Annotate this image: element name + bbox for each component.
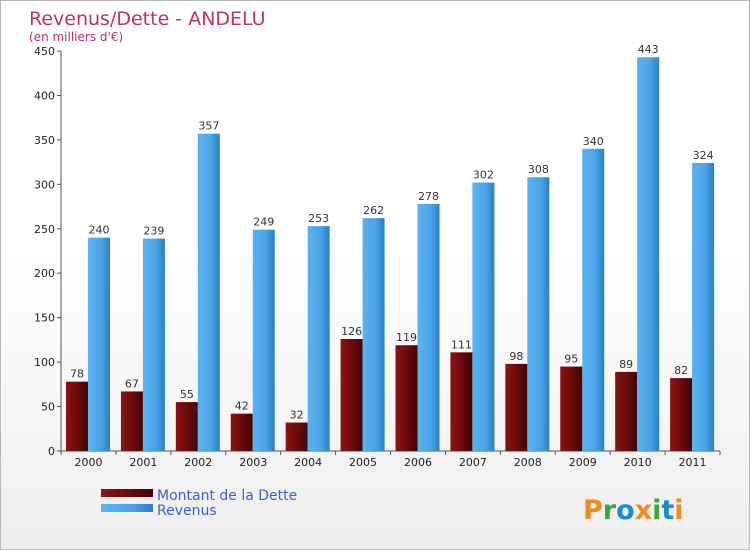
bar-debt xyxy=(230,413,253,451)
value-label-revenue: 443 xyxy=(638,43,659,56)
bar-revenue xyxy=(417,203,440,451)
bar-debt xyxy=(450,352,473,451)
bar-debt xyxy=(560,366,583,451)
bar-debt xyxy=(285,422,308,451)
bar-revenue xyxy=(142,238,165,451)
bar-revenue xyxy=(252,229,275,451)
value-label-debt: 98 xyxy=(509,350,523,363)
legend-swatch-revenue xyxy=(101,504,153,512)
x-tick-label: 2001 xyxy=(129,456,157,469)
bar-revenue xyxy=(88,237,110,451)
chart-subtitle: (en milliers d'€) xyxy=(29,30,123,44)
value-label-revenue: 253 xyxy=(308,212,329,225)
y-tick-label: 400 xyxy=(34,89,55,102)
value-label-debt: 119 xyxy=(396,331,417,344)
bar-revenue xyxy=(692,163,715,451)
y-axis: 0 50 100 150 200 250 300 350 400 450 xyxy=(34,45,62,458)
x-tick-label: 2005 xyxy=(349,456,377,469)
y-tick-label: 150 xyxy=(34,312,55,325)
bar-debt xyxy=(120,391,143,451)
value-label-debt: 111 xyxy=(451,338,472,351)
x-tick-label: 2008 xyxy=(514,456,542,469)
bar-debt xyxy=(505,363,528,451)
value-label-debt: 82 xyxy=(674,364,688,377)
legend-swatch-debt xyxy=(101,489,153,497)
bar-debt xyxy=(175,402,198,451)
value-label-revenue: 324 xyxy=(693,149,714,162)
value-label-revenue: 262 xyxy=(363,204,384,217)
x-tick-label: 2006 xyxy=(404,456,432,469)
y-tick-label: 50 xyxy=(41,401,55,414)
proxiti-logo: Proxiti xyxy=(583,495,684,526)
bar-debt xyxy=(66,381,88,451)
y-tick-label: 350 xyxy=(34,134,55,147)
y-tick-label: 300 xyxy=(34,178,55,191)
bars-group xyxy=(66,57,715,452)
legend-label-debt: Montant de la Dette xyxy=(157,488,297,504)
bar-debt xyxy=(670,378,693,451)
value-label-revenue: 239 xyxy=(143,225,164,238)
x-tick-label: 2000 xyxy=(74,456,102,469)
value-label-debt: 55 xyxy=(180,388,194,401)
logo-text: Proxiti xyxy=(583,495,684,526)
chart-title: Revenus/Dette - ANDELU xyxy=(29,8,266,30)
value-label-debt: 89 xyxy=(619,358,633,371)
value-label-debt: 42 xyxy=(235,400,249,413)
legend: Montant de la Dette Revenus xyxy=(101,488,297,519)
bar-revenue xyxy=(362,218,385,451)
x-axis: 2000 2001 2002 2003 2004 2005 2006 2007 2008 2009… xyxy=(60,450,721,469)
y-tick-label: 100 xyxy=(34,356,55,369)
value-label-revenue: 340 xyxy=(583,135,604,148)
value-label-debt: 32 xyxy=(290,409,304,422)
bar-debt xyxy=(340,339,363,451)
bar-revenue xyxy=(307,226,330,451)
bar-revenue xyxy=(637,57,660,451)
value-label-revenue: 240 xyxy=(89,224,110,237)
bar-debt xyxy=(615,371,638,451)
value-label-revenue: 308 xyxy=(528,163,549,176)
value-label-debt: 95 xyxy=(564,353,578,366)
y-tick-label: 450 xyxy=(34,45,55,58)
legend-label-revenue: Revenus xyxy=(157,503,217,519)
value-label-revenue: 357 xyxy=(198,120,219,133)
value-label-debt: 126 xyxy=(341,325,362,338)
value-labels-group: 78 240 67 239 55 357 42 249 32 253 126 262 119 278 111… xyxy=(70,43,714,421)
value-label-revenue: 302 xyxy=(473,169,494,182)
x-tick-label: 2010 xyxy=(624,456,652,469)
bar-revenue xyxy=(582,148,605,451)
bar-revenue xyxy=(197,133,220,451)
x-tick-label: 2002 xyxy=(184,456,212,469)
y-tick-label: 0 xyxy=(48,445,55,458)
bar-revenue xyxy=(527,177,550,451)
x-tick-label: 2007 xyxy=(459,456,487,469)
x-tick-label: 2004 xyxy=(294,456,322,469)
bar-revenue xyxy=(472,182,495,452)
bar-debt xyxy=(395,345,418,451)
value-label-revenue: 278 xyxy=(418,190,439,203)
value-label-revenue: 249 xyxy=(253,216,274,229)
value-label-debt: 78 xyxy=(70,368,84,381)
y-tick-label: 200 xyxy=(34,267,55,280)
x-tick-label: 2009 xyxy=(569,456,597,469)
y-tick-label: 250 xyxy=(34,223,55,236)
x-tick-label: 2011 xyxy=(679,456,707,469)
x-tick-label: 2003 xyxy=(239,456,267,469)
value-label-debt: 67 xyxy=(125,377,139,390)
